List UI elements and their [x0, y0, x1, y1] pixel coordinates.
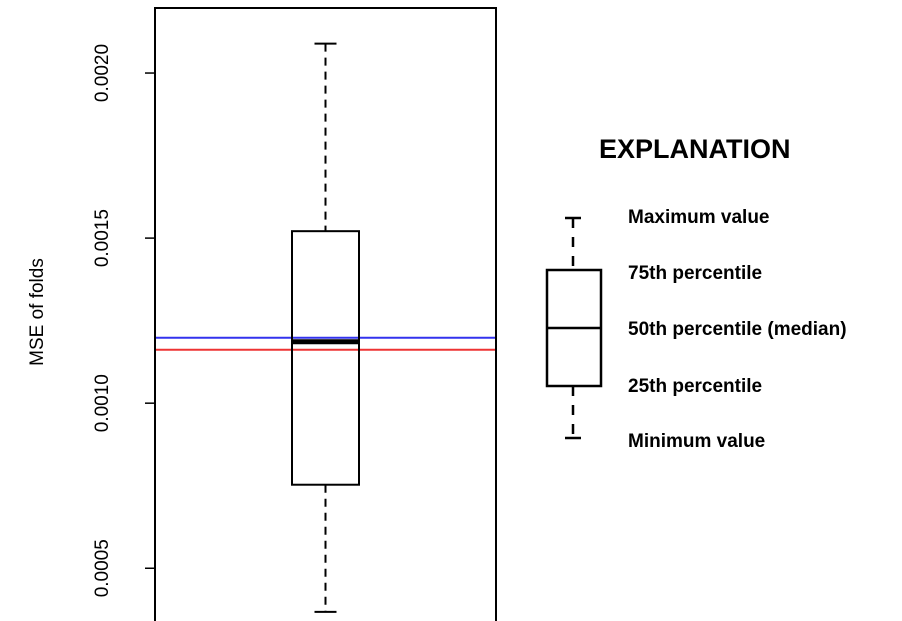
legend-label-75th: 75th percentile: [628, 263, 762, 284]
y-tick-label: 0.0010: [92, 374, 113, 432]
legend-label-median: 50th percentile (median): [628, 319, 847, 340]
y-tick-label: 0.0005: [92, 539, 113, 597]
box-group: [291, 42, 360, 613]
plot-frame: [154, 7, 497, 621]
y-axis: 0.0005 0.0010 0.0015 0.0020: [92, 44, 155, 597]
legend: EXPLANATION Maximum value 75th percentil…: [545, 134, 847, 452]
reference-lines: [155, 336, 496, 351]
interquartile-box: [291, 230, 360, 486]
y-tick-label: 0.0015: [92, 209, 113, 267]
legend-title: EXPLANATION: [599, 134, 791, 164]
y-axis-title: MSE of folds: [27, 258, 48, 366]
legend-label-minimum: Minimum value: [628, 431, 765, 452]
y-tick-label: 0.0020: [92, 44, 113, 102]
legend-label-maximum: Maximum value: [628, 207, 770, 228]
legend-label-25th: 25th percentile: [628, 376, 762, 397]
